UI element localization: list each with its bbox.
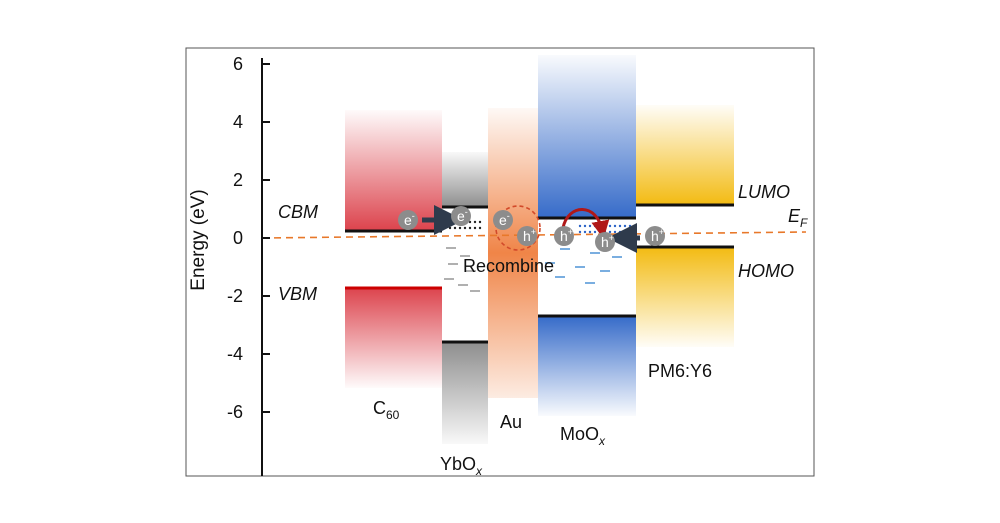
au-band — [488, 108, 538, 398]
y-tick-label: 0 — [233, 228, 243, 248]
c60-label-main: C — [373, 398, 386, 418]
au-label: Au — [500, 412, 522, 432]
moox-dotted-states — [578, 224, 632, 234]
recombination-zone-circle — [495, 205, 541, 251]
electron-carrier: e- — [493, 210, 513, 230]
c60-label: C60 — [373, 398, 400, 422]
y-tick-label: -6 — [227, 402, 243, 422]
y-axis-label: Energy (eV) — [188, 189, 209, 290]
y-tick-label: 2 — [233, 170, 243, 190]
moox-label-main: MoO — [560, 424, 599, 444]
fermi-level-line — [261, 231, 807, 239]
vbm-label: VBM — [278, 284, 317, 304]
c60-label-sub: 60 — [386, 408, 400, 422]
y-tick-label: 6 — [233, 54, 243, 74]
ybox-label-main: YbO — [440, 454, 476, 474]
svg-text:h+: h+ — [560, 227, 573, 244]
electron-carrier: e- — [398, 210, 418, 230]
y-axis: 6 4 2 0 -2 -4 -6 Energy (eV) — [188, 54, 270, 476]
figure-frame — [185, 47, 815, 477]
hole-carrier: h+ — [517, 226, 537, 246]
moox-label-sub: x — [598, 434, 606, 448]
y-tick-label: -2 — [227, 286, 243, 306]
ybox-trap-states — [444, 247, 480, 292]
fermi-label-main: E — [788, 206, 801, 226]
hole-hop-arrow — [561, 208, 610, 239]
pm6y6-label: PM6:Y6 — [648, 361, 712, 381]
ybox-label: YbOx — [440, 454, 483, 478]
ybox-label-sub: x — [475, 464, 483, 478]
y-tick-label: 4 — [233, 112, 243, 132]
hole-carrier: h+ — [595, 232, 615, 252]
hole-carrier: h+ — [645, 226, 665, 246]
y-tick-label: -4 — [227, 344, 243, 364]
svg-text:h+: h+ — [523, 227, 536, 244]
moox-label: MoOx — [560, 424, 606, 448]
pm6y6-band — [636, 105, 734, 347]
svg-text:e-: e- — [499, 211, 510, 228]
fermi-label: EF — [788, 206, 808, 230]
lumo-label: LUMO — [738, 182, 790, 202]
moox-band — [538, 55, 636, 416]
cbm-label: CBM — [278, 202, 318, 222]
fermi-label-sub: F — [800, 216, 808, 230]
svg-text:e-: e- — [457, 207, 468, 224]
hole-carrier: h+ — [554, 226, 574, 246]
svg-text:e-: e- — [404, 211, 415, 228]
svg-text:h+: h+ — [651, 227, 664, 244]
ybox-band — [442, 152, 488, 444]
recombine-label: Recombine — [463, 256, 554, 276]
moox-trap-states — [545, 248, 622, 284]
svg-text:h+: h+ — [601, 233, 614, 250]
homo-label: HOMO — [738, 261, 794, 281]
electron-carrier: e- — [451, 206, 471, 226]
c60-band — [345, 110, 442, 388]
